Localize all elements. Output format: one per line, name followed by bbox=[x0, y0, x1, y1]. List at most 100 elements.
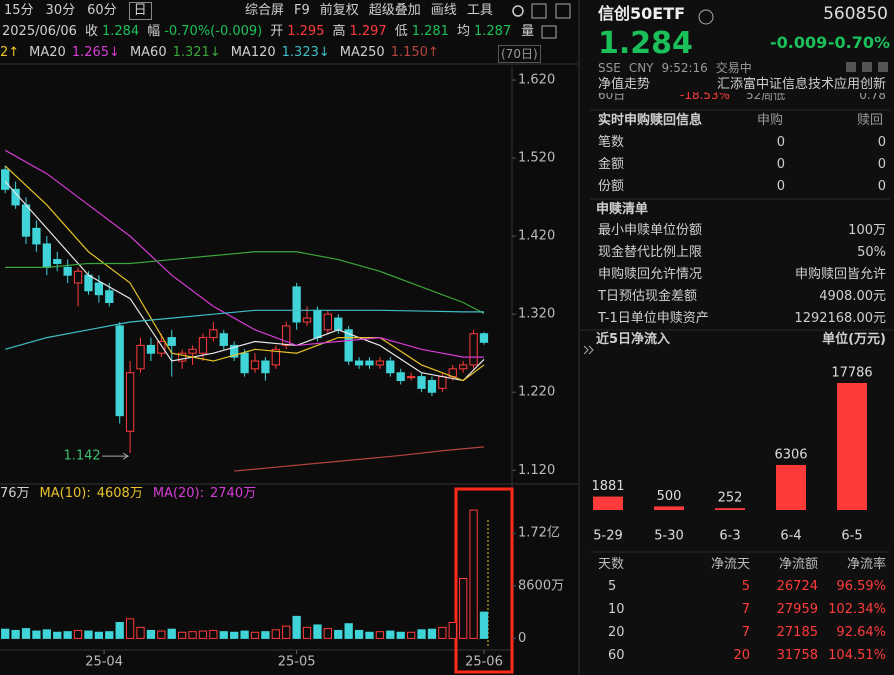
ma-line bbox=[234, 446, 485, 472]
candle-body bbox=[271, 348, 280, 366]
period-tab-active[interactable]: 日 bbox=[128, 2, 152, 20]
ma-line bbox=[5, 309, 484, 350]
tool[interactable]: 综合屏 bbox=[245, 3, 285, 18]
highlight-box bbox=[454, 487, 514, 674]
section-title: 实时申购赎回信息 bbox=[598, 113, 703, 128]
date: 2025/06/06 bbox=[2, 24, 77, 39]
ma-cut: 2↑ bbox=[0, 45, 20, 60]
cell: 52周低 bbox=[746, 92, 786, 101]
volume-bar bbox=[250, 631, 260, 639]
volume-bar bbox=[344, 623, 353, 639]
ma-row: 2↑ MA20 1.265↓ MA60 1.321↓ MA120 1.323↓ MA250 1… bbox=[0, 45, 439, 61]
volume-bar bbox=[240, 630, 249, 639]
candle-body bbox=[53, 259, 62, 264]
volume-bar bbox=[125, 618, 135, 639]
nav-label[interactable]: 净值走势 bbox=[598, 77, 651, 93]
period-tabs: 15分 30分 60分 日 bbox=[4, 2, 152, 20]
ma-name: MA20 bbox=[29, 45, 66, 60]
volume-bar bbox=[282, 625, 291, 639]
candle-body bbox=[73, 270, 83, 284]
hidden-row: 60日 -18.53% 52周低 0.78 bbox=[598, 92, 888, 101]
table-cell: 102.34% bbox=[828, 602, 886, 617]
quote-row: 2025/06/06 收 1.284 幅 -0.70%(-0.009) 开 1.295 高 1… bbox=[2, 24, 534, 40]
period-tab[interactable]: 60分 bbox=[87, 3, 117, 18]
table-cell: 10 bbox=[608, 602, 625, 617]
tool[interactable]: F9 bbox=[294, 3, 310, 18]
volume-bar bbox=[365, 631, 374, 639]
vol-ma-name: MA(20): bbox=[152, 486, 205, 501]
candle-body bbox=[11, 188, 20, 206]
table-cell: 7 bbox=[741, 602, 750, 617]
field-value: 1.287 bbox=[473, 24, 512, 39]
meta-row: SSE CNY 9:52:16 交易中 bbox=[598, 60, 752, 76]
y-tick-label: 8600万 bbox=[518, 578, 564, 593]
candle-body bbox=[417, 376, 426, 389]
row-label: 最小申赎单位份额 bbox=[598, 223, 703, 238]
annotation-arrow bbox=[102, 452, 130, 460]
field-label: 高 bbox=[332, 24, 346, 39]
candle-body bbox=[125, 372, 135, 432]
row-label: 金额 bbox=[598, 157, 625, 172]
ma-value: 1.321↓ bbox=[172, 45, 221, 60]
unit-label: 单位(万元) bbox=[822, 332, 886, 347]
meta: SSE bbox=[598, 61, 621, 75]
period-tab[interactable]: 15分 bbox=[4, 3, 34, 18]
candle-body bbox=[198, 337, 208, 354]
window-icon[interactable] bbox=[531, 3, 547, 19]
tool[interactable]: 前复权 bbox=[319, 3, 359, 18]
x-tick-label: 25-06 bbox=[465, 655, 503, 670]
collapse-icon[interactable] bbox=[583, 345, 594, 355]
range-box[interactable]: (70日) bbox=[498, 45, 541, 63]
col-header: 赎回 bbox=[857, 113, 884, 128]
candle-body bbox=[427, 380, 437, 393]
wp-icon[interactable] bbox=[541, 25, 557, 39]
col-header: 申购 bbox=[757, 113, 784, 128]
meta: 9:52:16 bbox=[661, 61, 708, 75]
candle-body bbox=[479, 333, 489, 343]
section-title: 近5日净流入 bbox=[596, 332, 671, 347]
candle-body bbox=[261, 360, 270, 374]
price: 1.284 bbox=[598, 26, 693, 61]
period-tab[interactable]: 30分 bbox=[45, 3, 76, 18]
row-label: 笔数 bbox=[598, 135, 625, 150]
tool-icon[interactable] bbox=[862, 62, 872, 72]
volume-bar bbox=[427, 628, 437, 639]
candle-body bbox=[178, 352, 187, 362]
table-cell: 20 bbox=[608, 625, 625, 640]
volume-bar bbox=[261, 631, 270, 639]
candle-body bbox=[230, 344, 239, 358]
candle-body bbox=[84, 274, 93, 292]
flow-value: 500 bbox=[657, 489, 682, 504]
fund-name: 信创50ETF bbox=[598, 4, 686, 23]
y-tick-label: 1.220 bbox=[518, 385, 555, 400]
candle-body bbox=[282, 325, 291, 346]
volume-bar bbox=[11, 629, 20, 639]
y-tick-label: 1.72亿 bbox=[518, 526, 560, 541]
ma-name: MA120 bbox=[230, 45, 276, 60]
candle-body bbox=[32, 227, 41, 245]
table-header: 净流天 bbox=[710, 557, 750, 572]
row-label: T-1日单位申赎资产 bbox=[598, 311, 709, 326]
candle-body bbox=[344, 329, 353, 362]
volume-bar bbox=[396, 631, 405, 639]
window-icon[interactable] bbox=[555, 3, 571, 19]
volume-bar bbox=[230, 631, 239, 639]
volume-bar bbox=[386, 630, 395, 639]
candle-body bbox=[42, 243, 51, 268]
change-pct: -0.70% bbox=[827, 33, 890, 52]
ma-line bbox=[4, 149, 484, 358]
field-label: 开 bbox=[270, 24, 284, 39]
tool[interactable]: 超级叠加 bbox=[368, 3, 421, 18]
volume-bar bbox=[105, 631, 114, 639]
table-cell: 92.64% bbox=[836, 625, 886, 640]
tool-icon[interactable] bbox=[878, 62, 888, 72]
tool-icon[interactable] bbox=[846, 62, 856, 72]
settings-icon[interactable] bbox=[512, 5, 524, 17]
tool[interactable]: 工具 bbox=[466, 3, 493, 18]
ma-value: 1.323↓ bbox=[281, 45, 330, 60]
candle-body bbox=[323, 313, 333, 331]
info-icon[interactable] bbox=[698, 9, 714, 25]
section-title: 申赎清单 bbox=[596, 202, 649, 217]
tool[interactable]: 画线 bbox=[430, 3, 457, 18]
